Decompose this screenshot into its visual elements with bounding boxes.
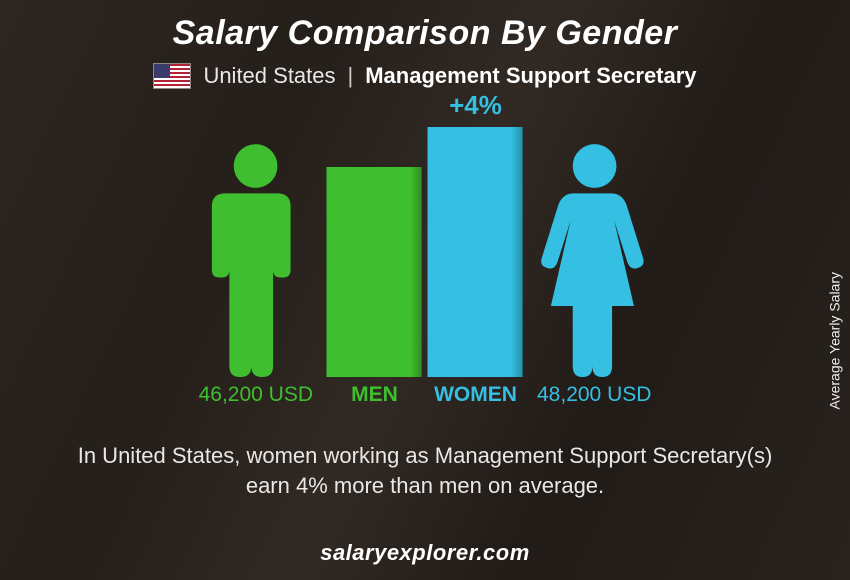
men-bar xyxy=(327,167,422,377)
footer-source: salaryexplorer.com xyxy=(0,540,850,566)
male-icon xyxy=(201,142,311,377)
women-bar-label: WOMEN xyxy=(434,383,517,407)
men-bar-label: MEN xyxy=(351,383,398,407)
female-icon xyxy=(539,142,649,377)
country-label: United States xyxy=(203,63,335,89)
subtitle-row: United States | Management Support Secre… xyxy=(0,63,850,89)
men-bar-column: MEN xyxy=(327,129,422,407)
us-flag-icon xyxy=(153,63,191,89)
chart-area: Average Yearly Salary 46,200 USD MEN +4%… xyxy=(0,107,850,437)
women-bar xyxy=(428,127,523,377)
role-label: Management Support Secretary xyxy=(365,63,696,89)
page-title: Salary Comparison By Gender xyxy=(0,0,850,53)
female-salary-value: 48,200 USD xyxy=(537,383,651,407)
separator: | xyxy=(348,63,354,89)
chart-stage: 46,200 USD MEN +4% WOMEN 48,200 USD xyxy=(199,90,652,407)
female-column: 48,200 USD xyxy=(537,142,651,407)
women-bar-column: +4% WOMEN xyxy=(428,90,523,407)
delta-label: +4% xyxy=(449,90,502,121)
male-column: 46,200 USD xyxy=(199,142,313,407)
male-salary-value: 46,200 USD xyxy=(199,383,313,407)
summary-text: In United States, women working as Manag… xyxy=(0,437,850,500)
y-axis-label: Average Yearly Salary xyxy=(826,272,842,410)
